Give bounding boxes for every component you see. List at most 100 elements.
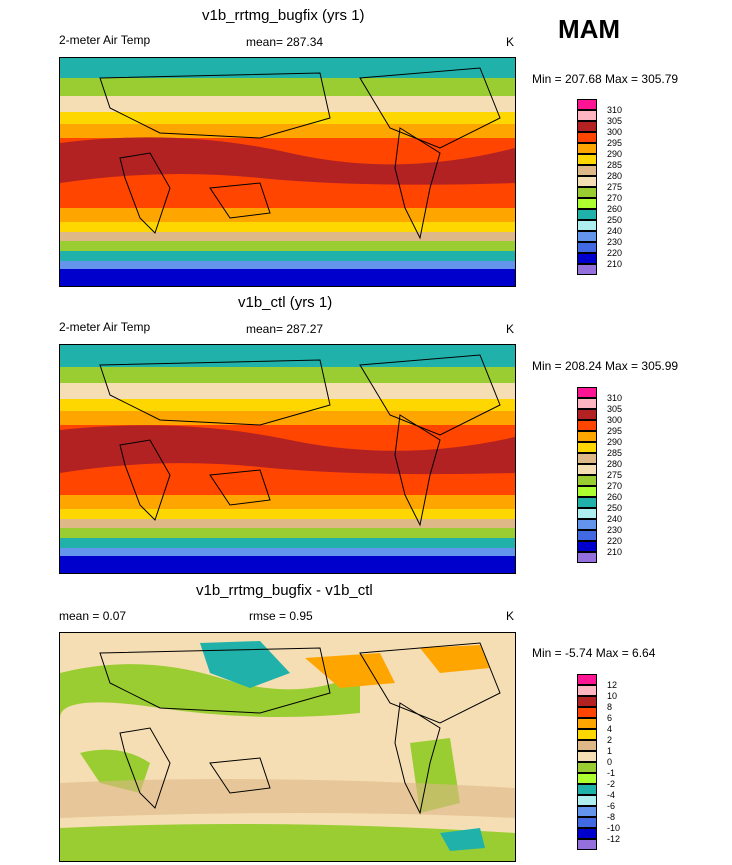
colorbar-tick: 270 (607, 481, 623, 491)
colorbar-tick: 305 (607, 404, 623, 414)
colorbar-tick: 300 (607, 127, 623, 137)
swatch (577, 409, 597, 420)
colorbar-tick: 275 (607, 182, 623, 192)
colorbar-tick: 240 (607, 514, 623, 524)
colorbar-tick: -8 (607, 812, 616, 822)
swatch (577, 486, 597, 497)
swatch (577, 718, 597, 729)
swatch (577, 154, 597, 165)
colorbar-tick: 250 (607, 215, 623, 225)
season-label: MAM (558, 14, 621, 44)
swatch (577, 773, 597, 784)
swatch (577, 231, 597, 242)
swatch (577, 475, 597, 486)
panel1-variable-label: 2-meter Air Temp (59, 33, 151, 47)
swatch (577, 828, 597, 839)
panel2-mean-label: mean= 287.27 (246, 322, 324, 336)
colorbar-tick: 300 (607, 415, 623, 425)
swatch (577, 264, 597, 275)
swatch (577, 464, 597, 475)
swatch (577, 165, 597, 176)
panel1-map (59, 57, 516, 287)
panel3-minmax-label: Min = -5.74 Max = 6.64 (532, 646, 656, 660)
panel3-rmse-label: rmse = 0.95 (249, 609, 313, 623)
panel2-minmax-label: Min = 208.24 Max = 305.99 (532, 359, 679, 373)
panel2-title: v1b_ctl (yrs 1) (238, 294, 333, 311)
colorbar-tick: -10 (607, 823, 621, 833)
panel3-colorbar: 12 10 8 6 4 2 1 0 -1 -2 -4 -6 -8 -10 -12 (577, 674, 620, 861)
swatch (577, 198, 597, 209)
panel2-colorbar: 310 305 300 295 290 285 280 275 270 260 … (577, 387, 622, 574)
swatch (577, 220, 597, 231)
swatch (577, 817, 597, 828)
colorbar-tick: 220 (607, 536, 623, 546)
colorbar-tick: -6 (607, 801, 616, 811)
swatch (577, 442, 597, 453)
colorbar-tick: 220 (607, 248, 623, 258)
swatch (577, 519, 597, 530)
panel1-mean-label: mean= 287.34 (246, 35, 324, 49)
swatch (577, 453, 597, 464)
swatch (577, 420, 597, 431)
colorbar-tick: 1 (607, 746, 613, 756)
colorbar-tick: -4 (607, 790, 616, 800)
colorbar-tick: 290 (607, 149, 623, 159)
colorbar-tick: -12 (607, 834, 621, 844)
swatch (577, 795, 597, 806)
panel1-units-label: K (506, 35, 515, 49)
swatch (577, 121, 597, 132)
swatch (577, 187, 597, 198)
colorbar-tick: 310 (607, 393, 623, 403)
colorbar-tick: 8 (607, 702, 613, 712)
panel2-units-label: K (506, 322, 515, 336)
swatch (577, 740, 597, 751)
panel3-title: v1b_rrtmg_bugfix - v1b_ctl (196, 582, 373, 599)
swatch (577, 497, 597, 508)
colorbar-tick: 240 (607, 226, 623, 236)
swatch (577, 99, 597, 110)
colorbar-tick: 295 (607, 426, 623, 436)
swatch (577, 729, 597, 740)
colorbar-tick: 230 (607, 237, 623, 247)
swatch (577, 541, 597, 552)
colorbar-tick: -2 (607, 779, 616, 789)
colorbar-tick: 260 (607, 204, 623, 214)
swatch (577, 431, 597, 442)
swatch (577, 707, 597, 718)
colorbar-tick: 210 (607, 259, 623, 269)
colorbar-tick: 250 (607, 503, 623, 513)
colorbar-tick: 230 (607, 525, 623, 535)
swatch (577, 253, 597, 264)
colorbar-tick: 310 (607, 105, 623, 115)
panel1-minmax-label: Min = 207.68 Max = 305.79 (532, 72, 679, 86)
colorbar-tick: 305 (607, 116, 623, 126)
swatch (577, 209, 597, 220)
swatch (577, 242, 597, 253)
colorbar-tick: 290 (607, 437, 623, 447)
swatch (577, 674, 597, 685)
colorbar-tick: 270 (607, 193, 623, 203)
swatch (577, 784, 597, 795)
swatch (577, 685, 597, 696)
swatch (577, 552, 597, 563)
swatch (577, 387, 597, 398)
swatch (577, 762, 597, 773)
swatch (577, 530, 597, 541)
colorbar-tick: 0 (607, 757, 613, 767)
colorbar-tick: 285 (607, 160, 623, 170)
panel3-units-label: K (506, 609, 515, 623)
swatch (577, 176, 597, 187)
colorbar-tick: 295 (607, 138, 623, 148)
panel3-map (59, 632, 516, 862)
colorbar-tick: 285 (607, 448, 623, 458)
panel2-variable-label: 2-meter Air Temp (59, 320, 151, 334)
swatch (577, 839, 597, 850)
swatch (577, 143, 597, 154)
swatch (577, 508, 597, 519)
panel1-title: v1b_rrtmg_bugfix (yrs 1) (202, 7, 365, 24)
colorbar-tick: 4 (607, 724, 613, 734)
swatch (577, 398, 597, 409)
colorbar-tick: 2 (607, 735, 613, 745)
colorbar-tick: -1 (607, 768, 616, 778)
panel1-colorbar: 310 305 300 295 290 285 280 275 270 260 … (577, 99, 622, 286)
